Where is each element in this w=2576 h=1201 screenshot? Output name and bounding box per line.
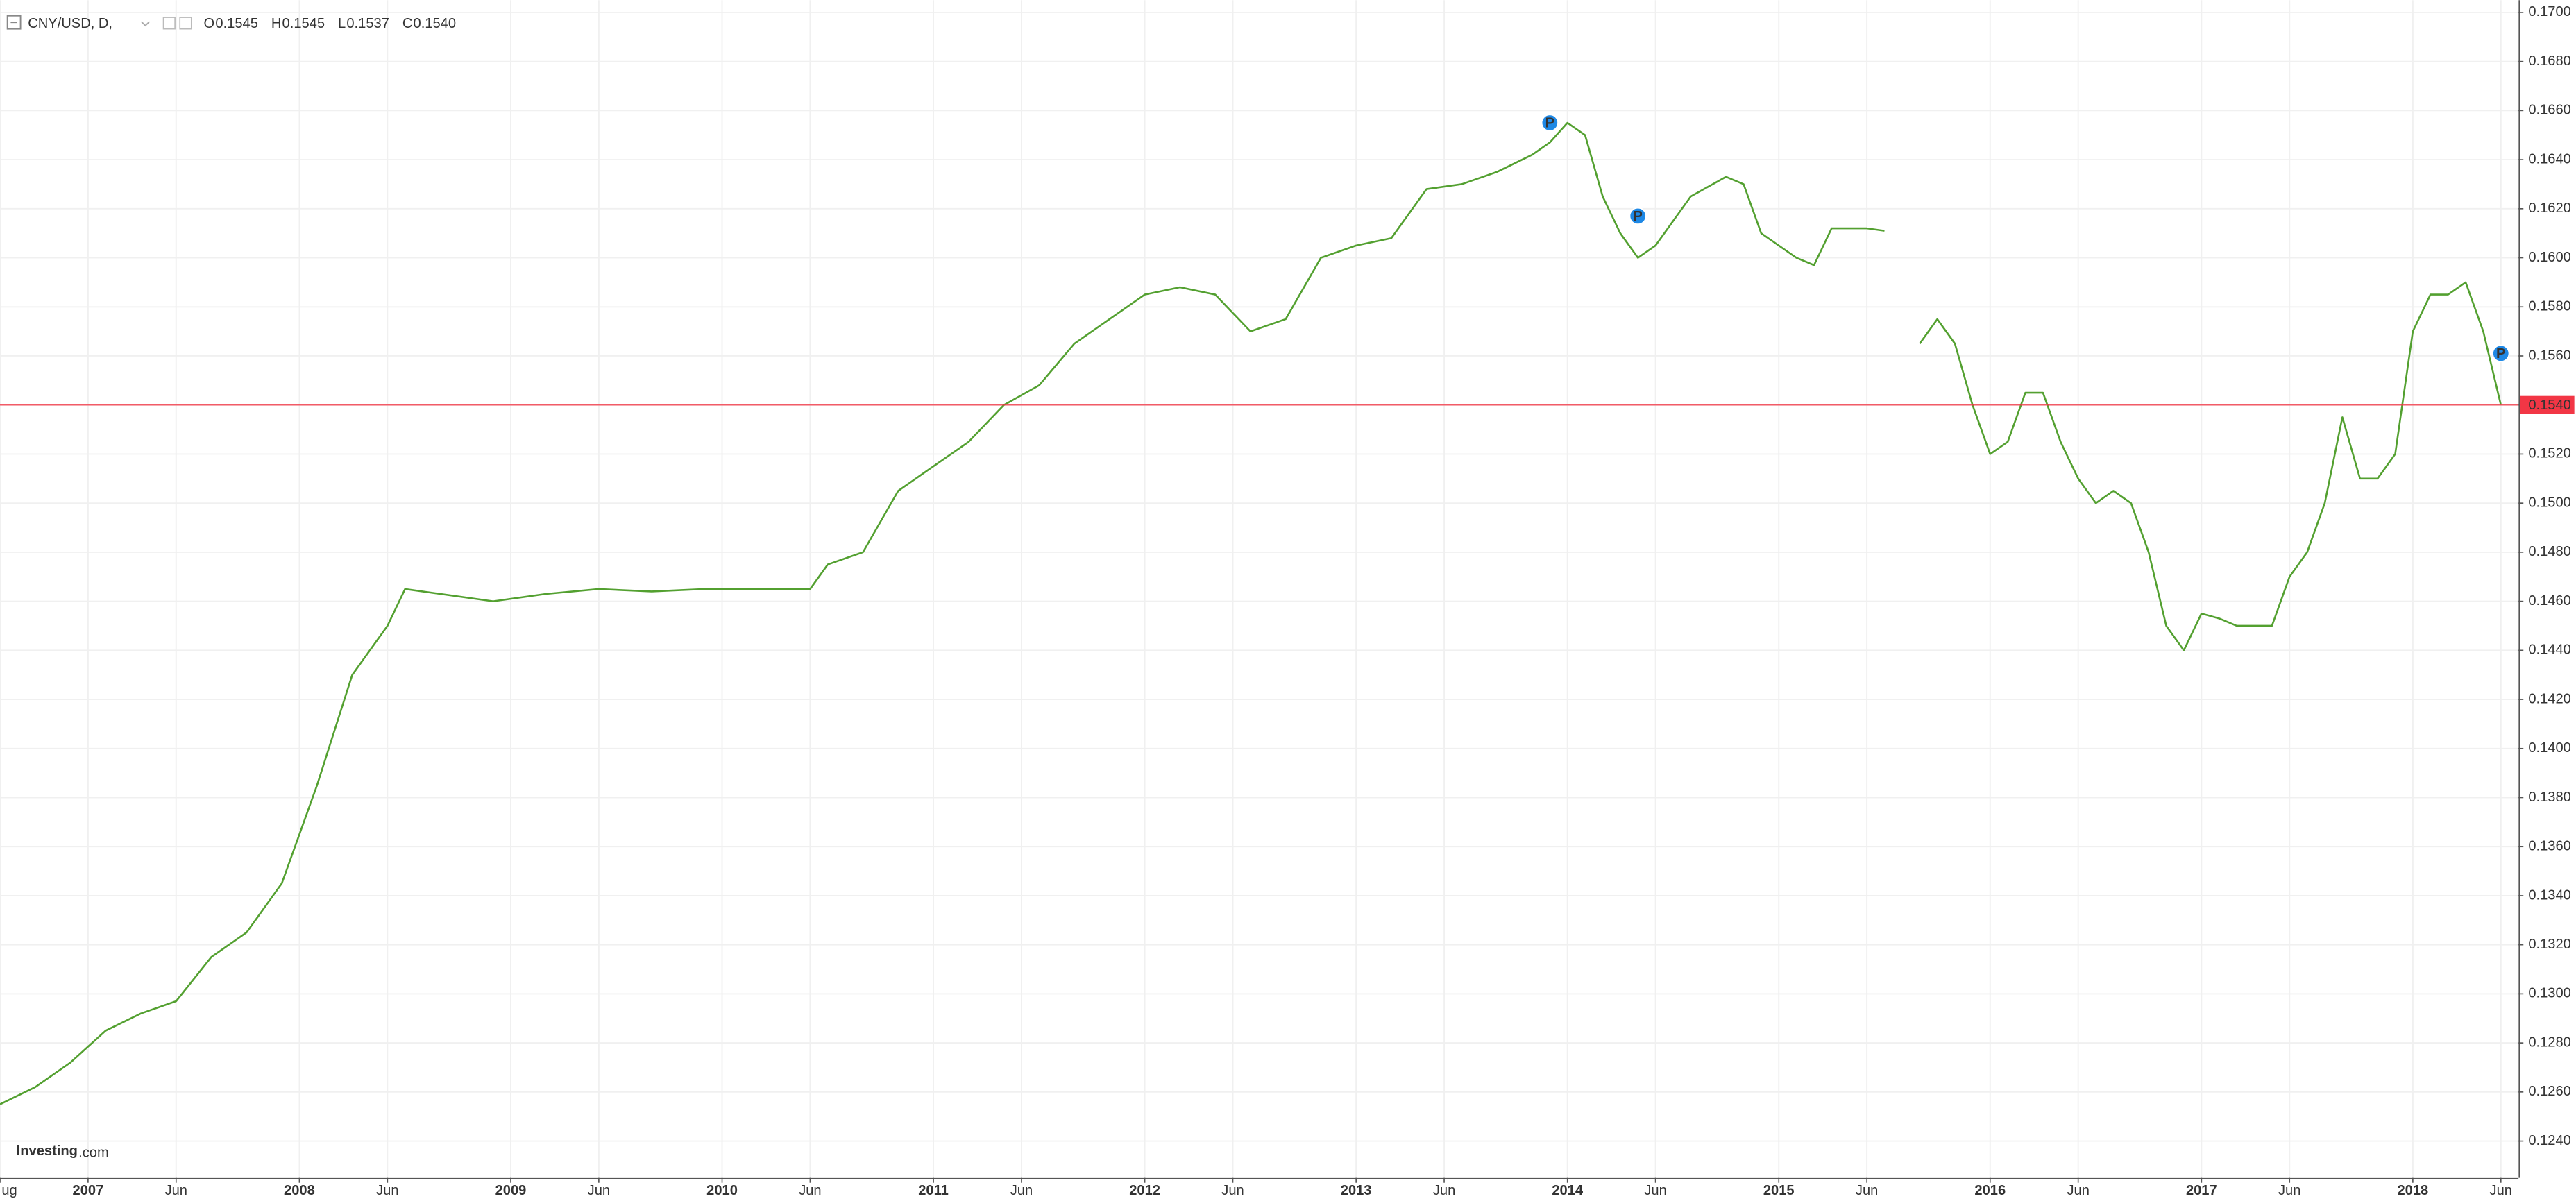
- plot: P P P: [0, 114, 2519, 1105]
- x-tick-label: Jun: [376, 1183, 398, 1198]
- ohlc-value: 0.1540: [414, 16, 457, 31]
- y-tick-label: 0.1280: [2528, 1034, 2571, 1050]
- symbol: CNY/USD, D,: [28, 16, 112, 31]
- annotation-marker[interactable]: [1541, 114, 1559, 132]
- collapse-icon[interactable]: [6, 15, 22, 30]
- x-tick-label: 2016: [1974, 1183, 2006, 1198]
- x-tick-label: Jun: [588, 1183, 610, 1198]
- annotation-label: P: [1634, 209, 1643, 224]
- y-tick-label: 0.1440: [2528, 642, 2571, 658]
- y-tick-label: 0.1460: [2528, 593, 2571, 608]
- x-tick-label: Jun: [1856, 1183, 1878, 1198]
- dropdown-arrow[interactable]: [140, 21, 151, 27]
- ohlc-value: 0.1545: [282, 16, 325, 31]
- y-tick-label: 0.1580: [2528, 299, 2571, 314]
- y-tick-label: 0.1620: [2528, 201, 2571, 216]
- ohlc-key: O: [204, 16, 215, 31]
- y-tick-label: 0.1700: [2528, 4, 2571, 19]
- y-tick-label: 0.1560: [2528, 348, 2571, 363]
- y-tick-label: 0.1480: [2528, 544, 2571, 559]
- header: CNY/USD, D, O 0.1545 H 0.1545 L 0.1537 C 0.1540: [6, 15, 457, 31]
- x-tick-label: Jun: [1644, 1183, 1666, 1198]
- x-tick-label: Jun: [165, 1183, 187, 1198]
- y-tick-label: 0.1360: [2528, 839, 2571, 854]
- brand-name: Investing: [17, 1143, 78, 1159]
- y-tick-label: 0.1340: [2528, 887, 2571, 903]
- x-tick-label: Jun: [2490, 1183, 2512, 1198]
- x-tick-label: Jun: [1433, 1183, 1455, 1198]
- hide-icon[interactable]: [179, 17, 192, 30]
- x-tick-label: 2013: [1341, 1183, 1372, 1198]
- settings-icon[interactable]: [162, 17, 176, 30]
- y-tick-label: 0.1260: [2528, 1084, 2571, 1099]
- y-tick-label: 0.1240: [2528, 1133, 2571, 1148]
- ohlc-key: H: [271, 16, 282, 31]
- last-price-box: [2520, 395, 2575, 414]
- x-tick-label: 2017: [2186, 1183, 2217, 1198]
- y-tick-label: 0.1640: [2528, 151, 2571, 167]
- ohlc-key: L: [338, 16, 346, 31]
- x-tick-label: 2009: [495, 1183, 527, 1198]
- ohlc-key: C: [402, 16, 413, 31]
- y-tick-label: 0.1400: [2528, 740, 2571, 756]
- ohlc-values: O 0.1545 H 0.1545 L 0.1537 C 0.1540: [204, 16, 457, 31]
- y-tick-label: 0.1600: [2528, 250, 2571, 265]
- x-tick-label: Jun: [1221, 1183, 1244, 1198]
- annotation-label: P: [2496, 346, 2505, 361]
- last-price-label: 0.1540: [2528, 398, 2571, 413]
- x-tick-label: 2018: [2397, 1183, 2428, 1198]
- x-tick-label: Jun: [2067, 1183, 2089, 1198]
- x-tick-label: 2012: [1129, 1183, 1160, 1198]
- ohlc-value: 0.1545: [215, 16, 258, 31]
- y-tick-label: 0.1660: [2528, 103, 2571, 118]
- y-tick-label: 0.1420: [2528, 691, 2571, 706]
- x-tick-label: ug: [1, 1183, 17, 1198]
- y-tick-label: 0.1320: [2528, 937, 2571, 952]
- annotation-label: P: [1545, 116, 1554, 131]
- brand-suffix: .com: [78, 1145, 109, 1160]
- y-tick-label: 0.1520: [2528, 446, 2571, 461]
- x-tick-label: 2010: [706, 1183, 738, 1198]
- y-tick-label: 0.1500: [2528, 495, 2571, 510]
- x-tick-label: Jun: [2278, 1183, 2300, 1198]
- x-tick-label: 2011: [918, 1183, 949, 1198]
- y-tick-label: 0.1680: [2528, 53, 2571, 69]
- ohlc-value: 0.1537: [346, 16, 389, 31]
- x-tick-label: Jun: [799, 1183, 821, 1198]
- x-tick-label: 2015: [1763, 1183, 1795, 1198]
- axes: 0.1240 0.1260 0.1280 0.1300 0.1320 0.1340 0.13…: [0, 4, 2575, 1198]
- x-tick-label: 2007: [73, 1183, 104, 1198]
- price-line: [0, 121, 2502, 1105]
- brand-logo: Investing .com: [17, 1143, 109, 1160]
- y-tick-label: 0.1300: [2528, 986, 2571, 1001]
- x-tick-label: 2008: [284, 1183, 315, 1198]
- annotation-marker[interactable]: [1629, 207, 1647, 225]
- x-tick-label: 2014: [1552, 1183, 1584, 1198]
- y-tick-label: 0.1380: [2528, 790, 2571, 805]
- grid: [0, 0, 2519, 1178]
- x-tick-label: Jun: [1010, 1183, 1033, 1198]
- annotation-marker[interactable]: [2491, 344, 2510, 363]
